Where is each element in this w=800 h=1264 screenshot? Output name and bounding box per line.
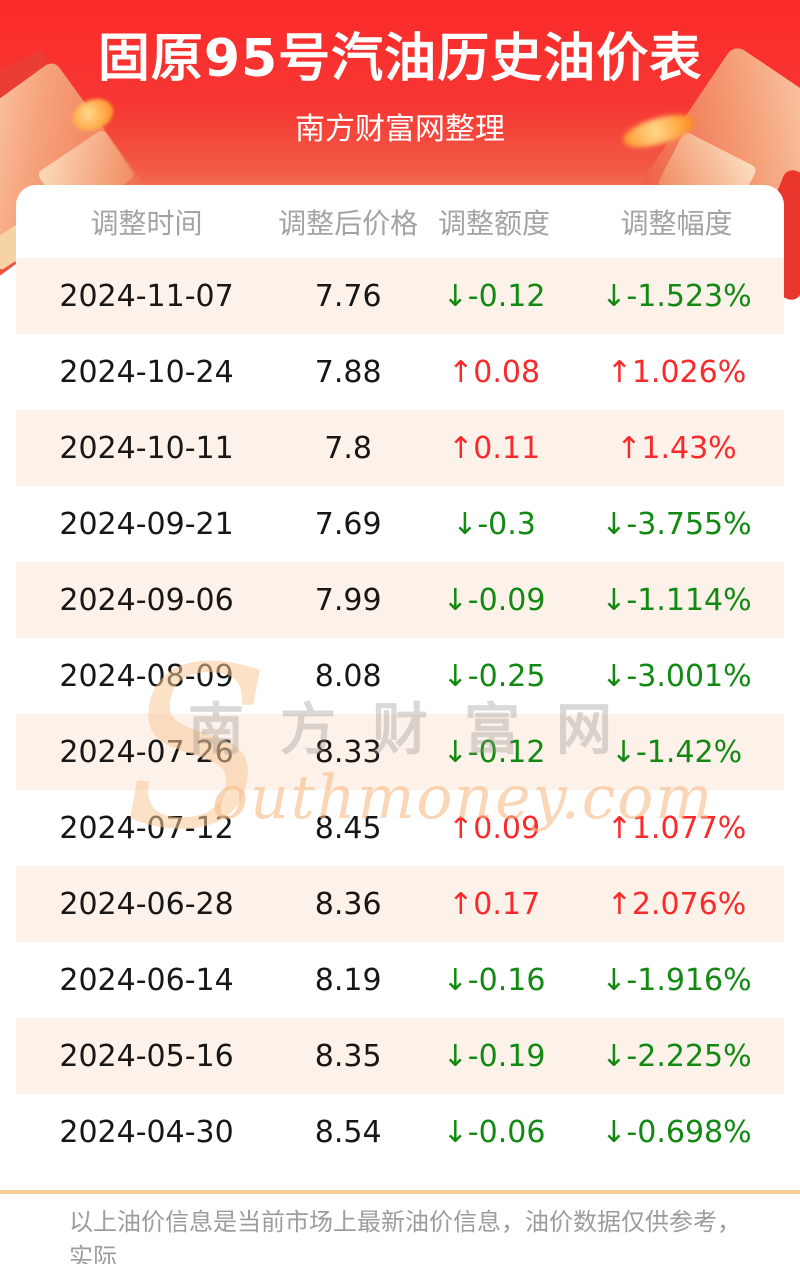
row-date: 2024-08-09 (59, 658, 234, 694)
row-price: 8.54 (314, 1114, 382, 1150)
row-percent: ↓-3.755% (601, 506, 752, 542)
table-header-row: 调整时间 调整后价格 调整额度 调整幅度 (16, 185, 784, 258)
page-title: 固原95号汽油历史油价表 (97, 29, 703, 89)
table-row: 2024-04-30 8.54 ↓-0.06 ↓-0.698% (16, 1094, 784, 1170)
row-date: 2024-04-30 (59, 1114, 234, 1150)
table-row: 2024-10-11 7.8 ↑0.11 ↑1.43% (16, 410, 784, 486)
footer-disclaimer: 以上油价信息是当前市场上最新油价信息，油价数据仅供参考，实际 在售油价可能有小幅… (69, 1205, 759, 1264)
table-row: 2024-09-06 7.99 ↓-0.09 ↓-1.114% (16, 562, 784, 638)
row-price: 8.36 (314, 886, 382, 922)
row-percent: ↓-3.001% (601, 658, 752, 694)
footer-disclaimer-line1: 以上油价信息是当前市场上最新油价信息，油价数据仅供参考，实际 (69, 1208, 741, 1264)
row-price: 7.69 (314, 506, 382, 542)
row-price: 7.99 (314, 582, 382, 618)
table-row: 2024-09-21 7.69 ↓-0.3 ↓-3.755% (16, 486, 784, 562)
row-change: ↓-0.06 (442, 1114, 546, 1150)
row-price: 8.33 (314, 734, 382, 770)
column-header-date: 调整时间 (90, 206, 203, 240)
row-percent: ↑1.026% (606, 354, 747, 390)
row-date: 2024-06-28 (59, 886, 234, 922)
table-row: 2024-08-09 8.08 ↓-0.25 ↓-3.001% (16, 638, 784, 714)
row-change: ↓-0.16 (442, 962, 546, 998)
row-price: 8.35 (314, 1038, 382, 1074)
row-percent: ↓-2.225% (601, 1038, 752, 1074)
table-row: 2024-06-28 8.36 ↑0.17 ↑2.076% (16, 866, 784, 942)
row-change: ↓-0.19 (442, 1038, 546, 1074)
table-row: 2024-05-16 8.35 ↓-0.19 ↓-2.225% (16, 1018, 784, 1094)
row-percent: ↓-1.114% (601, 582, 752, 618)
row-price: 7.8 (324, 430, 372, 466)
row-percent: ↑1.077% (606, 810, 747, 846)
row-change: ↓-0.12 (442, 278, 546, 314)
row-percent: ↓-1.42% (610, 734, 743, 770)
row-date: 2024-11-07 (59, 278, 234, 314)
column-header-price: 调整后价格 (278, 206, 419, 240)
row-date: 2024-10-11 (59, 430, 234, 466)
row-percent: ↑1.43% (616, 430, 737, 466)
row-date: 2024-09-21 (59, 506, 234, 542)
table-row: 2024-07-26 8.33 ↓-0.12 ↓-1.42% (16, 714, 784, 790)
row-price: 7.76 (314, 278, 382, 314)
table-row: 2024-07-12 8.45 ↑0.09 ↑1.077% (16, 790, 784, 866)
table-row: 2024-10-24 7.88 ↑0.08 ↑1.026% (16, 334, 784, 410)
row-date: 2024-09-06 (59, 582, 234, 618)
row-percent: ↑2.076% (606, 886, 747, 922)
column-header-percent: 调整幅度 (620, 206, 733, 240)
price-table-card: 调整时间 调整后价格 调整额度 调整幅度 2024-11-07 7.76 ↓-0… (16, 185, 784, 1170)
row-price: 8.08 (314, 658, 382, 694)
row-date: 2024-10-24 (59, 354, 234, 390)
row-percent: ↓-1.916% (601, 962, 752, 998)
row-change: ↓-0.09 (442, 582, 546, 618)
row-price: 8.45 (314, 810, 382, 846)
table-row: 2024-06-14 8.19 ↓-0.16 ↓-1.916% (16, 942, 784, 1018)
row-percent: ↓-0.698% (601, 1114, 752, 1150)
row-change: ↓-0.3 (452, 506, 536, 542)
row-date: 2024-05-16 (59, 1038, 234, 1074)
row-change: ↑0.09 (448, 810, 541, 846)
row-date: 2024-07-12 (59, 810, 234, 846)
row-price: 7.88 (314, 354, 382, 390)
row-change: ↓-0.12 (442, 734, 546, 770)
row-percent: ↓-1.523% (601, 278, 752, 314)
column-header-change: 调整额度 (438, 206, 551, 240)
page-subtitle: 南方财富网整理 (295, 112, 505, 147)
row-change: ↓-0.25 (442, 658, 546, 694)
footer-divider (0, 1190, 800, 1194)
row-change: ↑0.11 (448, 430, 541, 466)
row-date: 2024-06-14 (59, 962, 234, 998)
row-change: ↑0.17 (448, 886, 541, 922)
row-price: 8.19 (314, 962, 382, 998)
row-change: ↑0.08 (448, 354, 541, 390)
row-date: 2024-07-26 (59, 734, 234, 770)
table-row: 2024-11-07 7.76 ↓-0.12 ↓-1.523% (16, 258, 784, 334)
